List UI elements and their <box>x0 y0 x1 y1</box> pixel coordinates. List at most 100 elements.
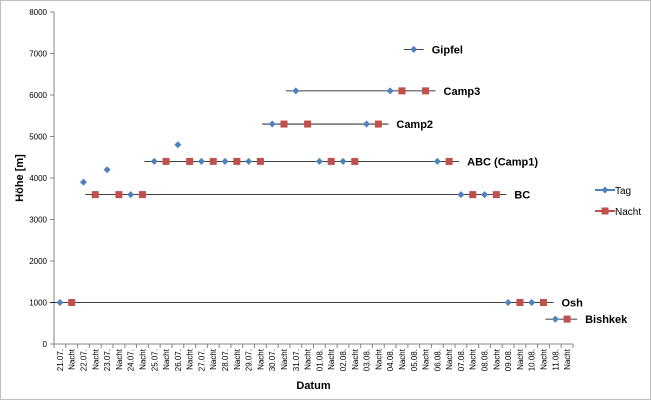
tag-point <box>504 299 512 306</box>
x-tick-label: Nacht <box>516 348 525 370</box>
nacht-point <box>398 87 406 95</box>
tag-point <box>528 299 536 306</box>
legend-marker <box>601 207 609 215</box>
x-tick-label: Nacht <box>374 348 383 370</box>
y-tick-label: 8000 <box>29 8 47 17</box>
y-tick-label: 7000 <box>29 50 47 59</box>
x-tick-label: 30.07. <box>268 349 277 371</box>
x-tick-label: 29.07. <box>245 349 254 371</box>
x-tick-label: 26.07. <box>174 349 183 371</box>
x-tick-label: 23.07. <box>103 349 112 371</box>
camp-label: BC <box>514 190 530 202</box>
legend-marker <box>601 186 609 194</box>
nacht-point <box>233 157 241 165</box>
nacht-point <box>162 157 170 165</box>
camp-label: Bishkek <box>585 314 628 326</box>
x-tick-label: 06.08. <box>433 349 442 371</box>
x-tick-label: 01.08. <box>315 349 324 371</box>
x-tick-label: 05.08. <box>410 349 419 371</box>
x-tick-label: 22.07. <box>79 349 88 371</box>
tag-point <box>127 191 135 199</box>
x-tick-label: 04.08. <box>386 349 395 371</box>
tag-point <box>292 87 300 95</box>
nacht-point <box>351 157 359 165</box>
camp-label: ABC (Camp1) <box>467 156 538 168</box>
x-tick-label: 08.08. <box>481 349 490 371</box>
x-tick-label: 10.08. <box>528 349 537 371</box>
nacht-point <box>186 157 194 165</box>
camp-label: Camp2 <box>396 119 433 131</box>
x-tick-label: Nacht <box>91 348 100 370</box>
x-axis-title: Datum <box>296 380 330 392</box>
x-tick-label: Nacht <box>138 348 147 370</box>
x-tick-label: 09.08. <box>504 349 513 371</box>
legend-label: Tag <box>615 186 631 197</box>
tag-point <box>457 191 465 199</box>
x-tick-label: Nacht <box>280 348 289 370</box>
legend-label: Nacht <box>615 207 641 218</box>
tag-point <box>221 157 229 165</box>
tag-point <box>150 157 158 165</box>
nacht-point <box>492 191 500 199</box>
tag-point <box>174 141 182 149</box>
x-tick-label: Nacht <box>115 348 124 370</box>
x-tick-label: 25.07. <box>150 349 159 371</box>
y-axis-title: Höhe [m] <box>14 154 26 202</box>
tag-point <box>433 157 441 165</box>
nacht-point <box>138 191 146 199</box>
x-tick-label: Nacht <box>162 348 171 370</box>
x-tick-label: 02.08. <box>339 349 348 371</box>
x-tick-label: Nacht <box>469 348 478 370</box>
nacht-point <box>469 191 477 199</box>
x-tick-label: Nacht <box>422 348 431 370</box>
x-tick-label: 21.07. <box>56 349 65 371</box>
x-tick-label: Nacht <box>186 348 195 370</box>
x-tick-label: Nacht <box>398 348 407 370</box>
tag-point <box>410 45 418 53</box>
x-tick-label: Nacht <box>351 348 360 370</box>
x-tick-label: 24.07. <box>127 349 136 371</box>
y-tick-label: 6000 <box>29 91 47 100</box>
tag-point <box>339 157 347 165</box>
nacht-point <box>540 299 548 306</box>
tag-point <box>363 120 371 128</box>
nacht-point <box>280 120 288 128</box>
x-tick-label: Nacht <box>209 348 218 370</box>
tag-point <box>551 315 559 323</box>
tag-point <box>245 157 253 165</box>
x-tick-label: Nacht <box>256 348 265 370</box>
x-tick-label: Nacht <box>492 348 501 370</box>
y-tick-label: 1000 <box>29 299 47 308</box>
nacht-point <box>563 315 571 323</box>
tag-point <box>103 166 111 174</box>
tag-point <box>79 178 87 186</box>
tag-point <box>268 120 276 128</box>
nacht-point <box>91 191 99 199</box>
nacht-point <box>374 120 382 128</box>
y-tick-label: 4000 <box>29 174 47 183</box>
nacht-point <box>68 299 76 306</box>
nacht-point <box>115 191 123 199</box>
nacht-point <box>445 157 453 165</box>
x-tick-label: Nacht <box>233 348 242 370</box>
x-tick-label: Nacht <box>540 348 549 370</box>
x-tick-label: 28.07. <box>221 349 230 371</box>
tag-point <box>386 87 394 95</box>
nacht-point <box>516 299 524 306</box>
x-tick-label: Nacht <box>563 348 572 370</box>
x-tick-label: Nacht <box>445 348 454 370</box>
y-tick-label: 2000 <box>29 257 47 266</box>
camp-label: Gipfel <box>432 44 463 56</box>
nacht-point <box>327 157 335 165</box>
x-tick-label: Nacht <box>304 348 313 370</box>
tag-point <box>197 157 205 165</box>
y-tick-label: 0 <box>43 340 48 349</box>
camp-label: Osh <box>562 298 584 310</box>
x-tick-label: 27.07. <box>197 349 206 371</box>
x-tick-label: 31.07. <box>292 349 301 371</box>
x-tick-label: 07.08. <box>457 349 466 371</box>
x-tick-label: Nacht <box>327 348 336 370</box>
tag-point <box>56 299 64 306</box>
